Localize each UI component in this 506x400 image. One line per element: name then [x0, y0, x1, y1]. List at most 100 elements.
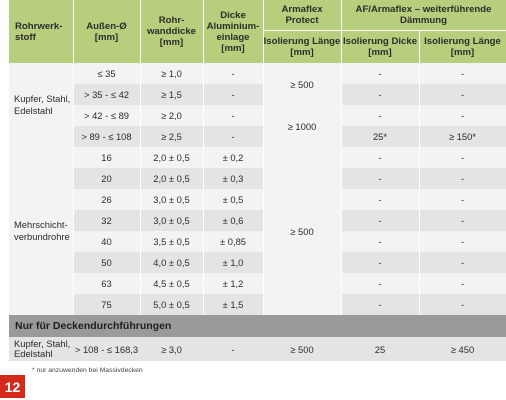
iso-thickness-cell: -: [378, 110, 382, 121]
outer-diameter-cell: 16: [101, 152, 112, 163]
outer-diameter-cell: 40: [101, 236, 112, 247]
aluminium-cell: -: [231, 89, 235, 100]
outer-diameter-cell: > 89 - ≤ 108: [81, 131, 132, 142]
wall-thickness-cell: 5,0 ± 0,5: [153, 299, 190, 310]
wall-thickness-cell: ≥ 2,5: [161, 131, 182, 142]
table-row: 75 5,0 ± 0,5 ± 1,5 - -: [9, 294, 506, 315]
table-row: > 35 - ≤ 42 ≥ 1,5 - - -: [9, 84, 506, 105]
section-bar-label: Nur für Deckendurchführungen: [15, 320, 172, 332]
table-row: > 42 - ≤ 89 ≥ 2,0 - - -: [9, 105, 506, 126]
iso-thickness-cell: -: [378, 152, 382, 163]
aluminium-cell: -: [231, 68, 235, 79]
aluminium-cell: -: [231, 131, 235, 142]
table-row: 26 3,0 ± 0,5 ± 0,5 - -: [9, 189, 506, 210]
protect-length-cell: ≥ 1000: [287, 120, 317, 132]
header-outer-diameter: Außen-Ø [mm]: [86, 20, 127, 43]
header-wall-thickness: Rohr- wanddicke [mm]: [146, 15, 197, 48]
header-af-armaflex: AF/Armaflex – weiterführende Dämmung: [355, 4, 492, 26]
table-row: 50 4,0 ± 0,5 ± 1,0 - -: [9, 252, 506, 273]
aluminium-cell: ± 0,5: [222, 194, 244, 205]
iso-length-cell: -: [460, 215, 465, 226]
col-divider: [73, 0, 74, 337]
protect-length-cell: ≥ 500: [290, 225, 314, 237]
iso-thickness-cell: -: [378, 68, 382, 79]
iso-length-cell: -: [460, 152, 465, 163]
wall-thickness-cell: 3,0 ± 0,5: [153, 194, 190, 205]
protect-length-cell: ≥ 500: [290, 78, 314, 90]
table-row: 20 2,0 ± 0,5 ± 0,3 - -: [9, 168, 506, 189]
merged-column-bg: [263, 147, 341, 315]
merged-column-bg: [9, 63, 73, 147]
iso-length-cell: ≥ 450: [450, 343, 475, 355]
table-row: 40 3,5 ± 0,5 ± 0,85 - -: [9, 231, 506, 252]
outer-diameter-cell: 32: [101, 215, 112, 226]
table-row: 63 4,5 ± 0,5 ± 1,2 - -: [9, 273, 506, 294]
iso-length-cell: -: [460, 236, 465, 247]
iso-length-cell: ≥ 150*: [448, 131, 477, 142]
col-divider: [203, 0, 204, 337]
aluminium-cell: ± 0,85: [220, 236, 246, 247]
iso-thickness-cell: -: [378, 236, 382, 247]
outer-diameter-cell: 20: [101, 173, 112, 184]
wall-thickness-cell: 3,0 ± 0,5: [153, 215, 190, 226]
iso-thickness-cell: -: [378, 194, 382, 205]
outer-diameter-cell: > 108 - ≤ 168,3: [74, 343, 139, 355]
merged-column-bg: [9, 147, 73, 315]
table-row: 16 2,0 ± 0,5 ± 0,2 - -: [9, 147, 506, 168]
page-number-badge: 12: [0, 375, 25, 398]
outer-diameter-cell: > 35 - ≤ 42: [83, 89, 130, 100]
table-row: > 89 - ≤ 108 ≥ 2,5 - 25* ≥ 150*: [9, 126, 506, 147]
wall-thickness-cell: 3,5 ± 0,5: [153, 236, 190, 247]
iso-thickness-cell: -: [378, 257, 382, 268]
aluminium-cell: ± 1,5: [222, 299, 244, 310]
header-armaflex-protect: Armaflex Protect: [281, 4, 323, 26]
section-bar: Nur für Deckendurchführungen: [9, 315, 506, 337]
col-divider: [419, 31, 420, 337]
table-header: [9, 0, 506, 63]
iso-length-cell: -: [460, 299, 465, 310]
col-divider: [140, 0, 141, 337]
material-multilayer: Mehrschicht- verbundrohre: [14, 219, 70, 242]
outer-diameter-cell: 75: [101, 299, 112, 310]
header-iso-thickness: Isolierung Dicke [mm]: [342, 36, 418, 58]
wall-thickness-cell: 2,0 ± 0,5: [153, 152, 190, 163]
iso-length-cell: -: [460, 89, 465, 100]
iso-thickness-cell: -: [378, 215, 382, 226]
protect-length-cell: ≥ 500: [290, 343, 314, 355]
aluminium-cell: -: [231, 110, 235, 121]
header-pipe-material: Rohrwerk- stoff: [15, 20, 63, 43]
header-aluminium-layer: Dicke Aluminium- einlage [mm]: [206, 9, 260, 54]
iso-thickness-cell: -: [378, 173, 382, 184]
outer-diameter-cell: 26: [101, 194, 112, 205]
iso-length-cell: -: [460, 110, 465, 121]
aluminium-cell: ± 1,2: [222, 278, 244, 289]
footnote: * nur anzuwenden bei Massivdecken: [32, 367, 143, 374]
wall-thickness-cell: ≥ 1,0: [161, 68, 182, 79]
outer-diameter-cell: 50: [101, 257, 112, 268]
outer-diameter-cell: 63: [101, 278, 112, 289]
wall-thickness-cell: ≥ 1,5: [161, 89, 182, 100]
outer-diameter-cell: > 42 - ≤ 89: [83, 110, 130, 121]
header-protect-length: Isolierung Länge [mm]: [263, 36, 341, 58]
col-divider: [263, 0, 264, 337]
iso-thickness-cell: -: [378, 89, 382, 100]
table-row: ≤ 35 ≥ 1,0 - - -: [9, 63, 506, 84]
wall-thickness-cell: ≥ 3,0: [161, 343, 182, 355]
material-copper-steel: Kupfer, Stahl, Edelstahl: [14, 93, 71, 116]
aluminium-cell: ± 1,0: [222, 257, 244, 268]
aluminium-cell: ± 0,2: [222, 152, 244, 163]
material-copper-steel: Kupfer, Stahl, Edelstahl: [14, 338, 71, 359]
iso-length-cell: -: [460, 257, 465, 268]
outer-diameter-cell: ≤ 35: [97, 68, 116, 79]
iso-length-cell: -: [460, 68, 465, 79]
wall-thickness-cell: 2,0 ± 0,5: [153, 173, 190, 184]
aluminium-cell: -: [231, 343, 235, 355]
iso-length-cell: -: [460, 194, 465, 205]
iso-length-cell: -: [460, 173, 465, 184]
col-divider: [341, 0, 342, 337]
header-iso-length: Isolierung Länge [mm]: [424, 36, 501, 58]
iso-thickness-cell: 25: [374, 343, 386, 355]
merged-column-bg: [263, 63, 341, 147]
wall-thickness-cell: 4,5 ± 0,5: [153, 278, 190, 289]
iso-thickness-cell: -: [378, 278, 382, 289]
